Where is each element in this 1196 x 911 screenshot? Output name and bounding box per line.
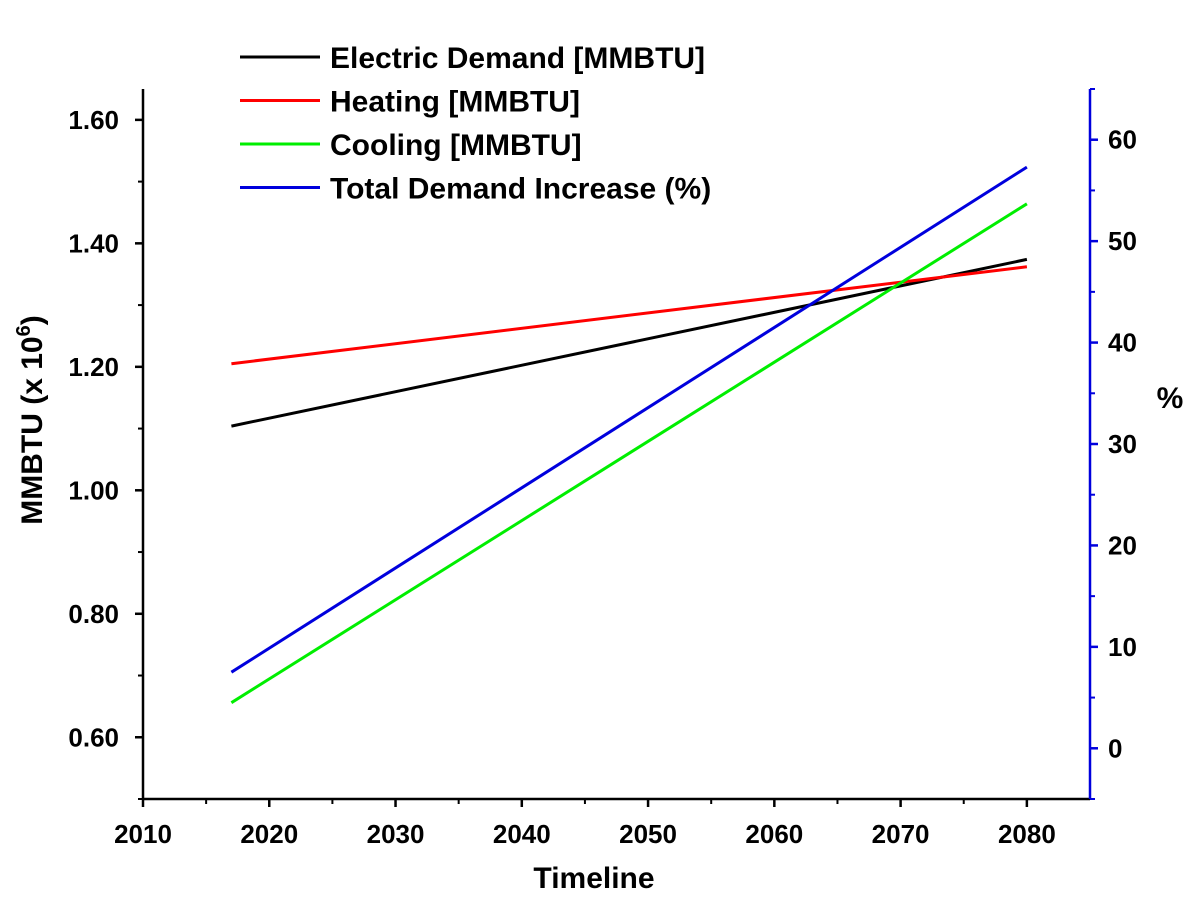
y-tick-label: 1.20	[68, 352, 119, 382]
axes: 2010 2020 2030 2040 2050 2060 2070 20800.600.80…	[68, 88, 1137, 849]
x-tick-label: 2030	[367, 819, 425, 849]
legend-label: Heating [MMBTU]	[330, 86, 580, 119]
y-tick-label: 1.40	[68, 228, 119, 258]
y-axis-title-superscript: 6	[13, 325, 35, 336]
legend-label: Cooling [MMBTU]	[330, 129, 582, 162]
x-tick-label: 2060	[745, 819, 803, 849]
series-line	[231, 265, 1028, 366]
y-tick-label: 0.80	[68, 599, 119, 629]
x-tick-label: 2040	[493, 819, 551, 849]
y-tick-label: 1.00	[68, 475, 119, 505]
y2-tick-label: 50	[1108, 226, 1137, 256]
y-axis-title-main: MMBTU (x 10	[16, 336, 49, 524]
legend: Electric Demand [MMBTU] Heating [MMBTU] Co…	[240, 42, 711, 206]
y2-axis-title: %	[1157, 382, 1184, 415]
y-tick-label: 1.60	[68, 105, 119, 135]
y-axis-title: MMBTU (x 106)	[13, 315, 49, 524]
series-line	[230, 165, 1028, 674]
y2-tick-label: 40	[1108, 328, 1137, 358]
y2-tick-label: 20	[1108, 530, 1137, 560]
series-line	[230, 202, 1028, 704]
series-lines	[230, 165, 1028, 704]
y2-tick-label: 30	[1108, 429, 1137, 459]
x-tick-label: 2010	[114, 819, 172, 849]
x-tick-label: 2020	[240, 819, 298, 849]
series-line	[231, 257, 1028, 428]
x-tick-label: 2070	[872, 819, 930, 849]
x-tick-label: 2050	[619, 819, 677, 849]
legend-label: Electric Demand [MMBTU]	[330, 42, 705, 75]
y2-tick-label: 10	[1108, 632, 1137, 662]
legend-label: Total Demand Increase (%)	[330, 173, 711, 206]
y2-tick-label: 0	[1108, 733, 1122, 763]
y2-tick-label: 60	[1108, 125, 1137, 155]
x-tick-label: 2080	[998, 819, 1056, 849]
x-axis-title: Timeline	[533, 862, 654, 895]
y-axis-title-end: )	[16, 315, 49, 325]
y-tick-label: 0.60	[68, 722, 119, 752]
